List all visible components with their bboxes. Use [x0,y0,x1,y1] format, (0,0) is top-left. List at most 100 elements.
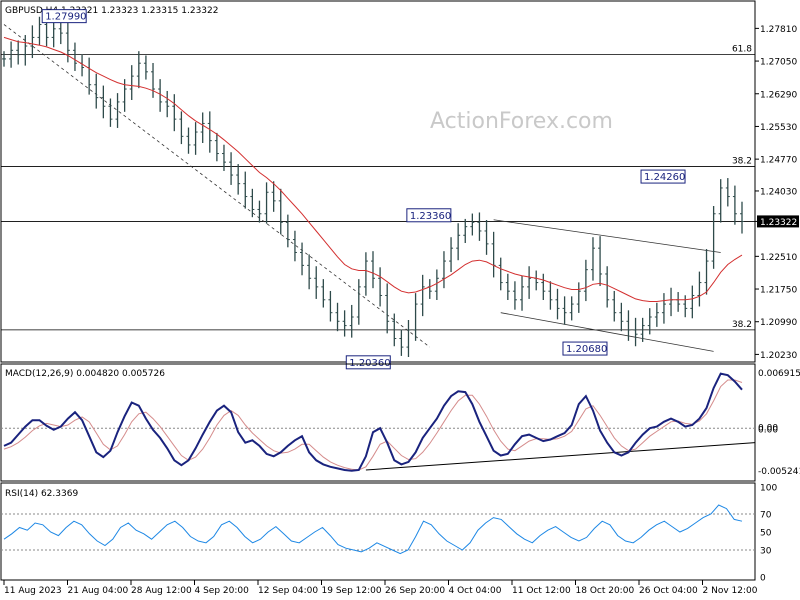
price-annotation: 1.27990 [41,9,87,24]
rsi-panel-border [0,482,756,581]
price-bar [314,266,319,299]
macd-signal-line [3,379,743,471]
price-annotation: 1.20360 [345,355,391,370]
price-bar [356,279,361,325]
price-bar [335,302,340,332]
price-bar [647,308,652,335]
svg-text:1.24260: 1.24260 [644,172,685,183]
price-bar [718,179,723,223]
price-bar [598,236,603,287]
svg-text:1.23360: 1.23360 [410,211,451,222]
macd-tick-label: 0.00 [758,426,778,436]
price-bar [555,288,560,320]
price-bar [101,85,106,119]
rsi-levels [1,513,755,551]
price-bar [385,283,390,334]
price-bar [640,317,645,342]
x-tick-label: 2 Nov 12:00 [703,586,758,596]
svg-text:1.20680: 1.20680 [566,344,607,355]
price-bar [172,94,177,132]
x-tick-label: 11 Aug 2023 [4,586,62,596]
x-tick-label: 11 Oct 12:00 [512,586,571,596]
price-bar [165,90,170,118]
x-tick-label: 26 Oct 04:00 [639,586,698,596]
price-bar [732,185,737,225]
price-bar [271,181,276,212]
price-tick-label: 1.26290 [760,90,797,100]
price-bar [633,317,638,347]
price-bar [498,257,503,291]
price-tick-label: 1.27050 [760,58,797,68]
price-bar [200,112,205,144]
price-bar [151,63,156,98]
price-bar [612,290,617,322]
current-price-marker [757,215,799,228]
price-annotation: 1.24260 [640,169,686,184]
price-bar [505,273,510,300]
price-panel: GBPUSD,H4 1.23321 1.23323 1.23315 1.2332… [0,0,799,370]
rsi-header: RSI(14) 62.3369 [5,489,78,499]
price-bar [328,290,333,322]
price-annotation: 1.23360 [406,208,452,223]
price-bar [94,73,99,109]
price-bar [449,237,454,273]
rsi-tick-label: 30 [760,547,772,557]
x-tick-label: 4 Oct 04:00 [449,586,502,596]
price-bar [193,122,198,155]
macd-tick-label: -0.005241 [758,467,800,477]
price-bar [257,200,262,223]
price-bar [661,293,666,324]
price-bar [342,310,347,337]
price-bar [740,201,744,234]
price-bar [704,249,709,295]
x-tick-label: 21 Aug 04:00 [68,586,129,596]
channel-upper-line [493,219,721,253]
price-bar [470,213,475,236]
rsi-panel: RSI(14) 62.3369 100 70 50 30 0 [0,482,777,584]
price-bar [108,98,113,127]
fib-levels: 61.8 38.2 38.2 [1,45,755,331]
price-bar [583,259,588,302]
price-tick-label: 1.20230 [760,351,797,361]
price-bar [711,206,716,269]
macd-tick-label: 0.00 [758,424,778,434]
x-tick-label: 28 Aug 12:00 [131,586,192,596]
price-bar [527,266,532,299]
macd-panel-border [0,363,756,482]
price-bar [392,313,397,347]
price-tick-label: 1.27810 [760,25,797,35]
current-price-label: 1.23322 [760,218,797,228]
price-bar [307,254,312,290]
price-tick-label: 1.24030 [760,187,797,197]
price-bar [562,296,567,325]
price-bar [427,279,432,299]
macd-line [3,372,743,472]
rsi-tick-label: 100 [760,484,777,494]
watermark: ActionForex.com [430,109,613,134]
price-bar [214,132,219,162]
price-annotation: 1.20680 [562,341,608,356]
price-bar [115,93,120,128]
price-bar [51,18,56,48]
price-bar [605,266,610,308]
macd-trendline [365,442,756,471]
price-bar [2,51,6,67]
rsi-line [3,504,743,555]
price-bar [264,182,269,224]
price-bar [676,292,681,312]
macd-header: MACD(12,26,9) 0.004820 0.005726 [5,369,165,379]
price-bar [37,16,42,46]
price-annotations: 1.27990 1.23360 1.20360 1.20680 1.24260 [41,9,686,370]
macd-tick-label: 0.006915 [758,369,800,379]
price-bar [690,285,695,319]
price-bar [349,304,354,338]
price-bar [23,35,28,66]
price-bar [72,42,77,71]
price-bar [725,178,730,207]
channel-lower-line [500,312,714,352]
price-bar [321,279,326,308]
moving-average-line [3,36,743,302]
price-bar [292,230,297,262]
price-y-axis: 1.27810 1.27050 1.26290 1.25530 1.24770 1.240… [755,25,799,361]
price-bar [413,293,418,341]
